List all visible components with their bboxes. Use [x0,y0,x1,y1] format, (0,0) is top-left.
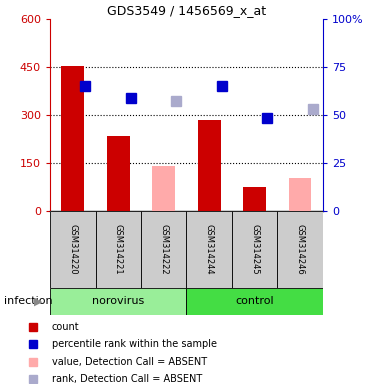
Text: percentile rank within the sample: percentile rank within the sample [52,339,217,349]
Bar [289,177,311,211]
Text: rank, Detection Call = ABSENT: rank, Detection Call = ABSENT [52,374,202,384]
Bar [62,66,84,211]
Bar [278,211,323,288]
Title: GDS3549 / 1456569_x_at: GDS3549 / 1456569_x_at [107,3,266,17]
Bar [96,211,141,288]
Text: infection: infection [4,296,52,306]
Bar [187,211,232,288]
Bar [232,211,278,288]
Text: count: count [52,322,79,332]
Text: GSM314246: GSM314246 [296,224,305,275]
Bar [243,187,266,211]
Bar [141,211,187,288]
Text: ▶: ▶ [34,296,43,306]
Bar [50,211,96,288]
Bar [152,166,175,211]
Text: GSM314244: GSM314244 [205,224,214,275]
Bar [198,120,220,211]
Text: GSM314220: GSM314220 [68,224,77,275]
Bar [50,288,187,315]
Text: control: control [235,296,274,306]
Bar [187,288,323,315]
Text: GSM314222: GSM314222 [159,224,168,275]
Text: GSM314245: GSM314245 [250,224,259,275]
Text: value, Detection Call = ABSENT: value, Detection Call = ABSENT [52,356,207,367]
Text: norovirus: norovirus [92,296,144,306]
Bar [107,136,129,211]
Text: GSM314221: GSM314221 [114,224,123,275]
